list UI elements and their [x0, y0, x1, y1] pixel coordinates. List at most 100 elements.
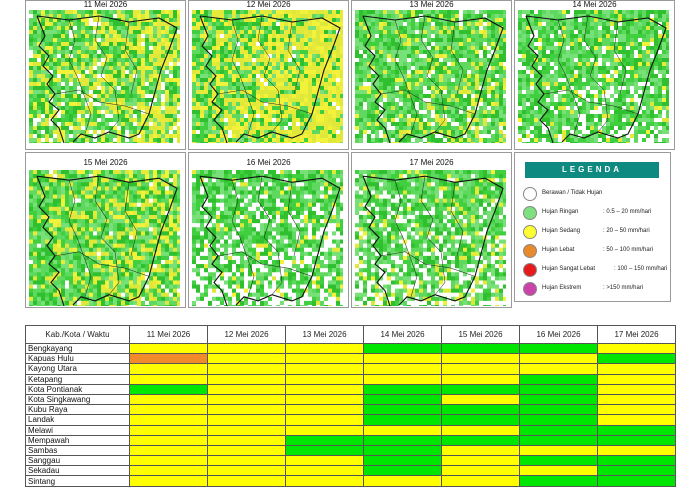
forecast-cell: [519, 363, 598, 375]
table-row: Bengkayang: [25, 342, 676, 355]
header-date: 15 Mei 2026: [441, 325, 520, 344]
forecast-cell: [285, 393, 364, 406]
map-panel-5: 15 Mei 2026: [25, 152, 186, 308]
forecast-cell: [441, 404, 520, 416]
legend-item-light-rain: Hujan Ringan : 0.5 – 20 mm/hari: [523, 206, 671, 220]
region-name: Kapuas Hulu: [25, 353, 130, 365]
table-row: Sekadau: [25, 465, 676, 477]
forecast-cell: [285, 414, 364, 426]
rainfall-map: [192, 10, 343, 143]
map-panel-6: 16 Mei 2026: [188, 152, 349, 308]
header-date: 11 Mei 2026: [129, 325, 208, 344]
forecast-cell: [363, 434, 442, 446]
forecast-cell: [597, 465, 676, 477]
legend-color-dot: [523, 225, 537, 239]
forecast-cell: [519, 393, 598, 406]
forecast-cell: [129, 424, 208, 436]
region-name: Sintang: [25, 475, 130, 487]
map-date-label: 12 Mei 2026: [246, 0, 291, 9]
rainfall-map: [518, 10, 669, 143]
table-header-row: Kab./Kota / Waktu 11 Mei 2026 12 Mei 202…: [25, 325, 676, 344]
forecast-cell: [129, 434, 208, 446]
legend-item-very-heavy-rain: Hujan Sangat Lebat : 100 – 150 mm/hari: [523, 263, 671, 277]
forecast-cell: [129, 475, 208, 487]
forecast-cell: [519, 353, 598, 365]
table-row: Kapuas Hulu: [25, 353, 676, 365]
header-date: 14 Mei 2026: [363, 325, 442, 344]
table-row: Sambas: [25, 444, 676, 457]
region-name: Melawi: [25, 424, 130, 436]
legend-item-extreme-rain: Hujan Ekstrem : >150 mm/hari: [523, 282, 671, 296]
legend-range: : 20 – 50 mm/hari: [603, 228, 650, 234]
forecast-cell: [363, 363, 442, 375]
forecast-cell: [519, 434, 598, 446]
forecast-cell: [207, 373, 286, 385]
legend-range: : 0.5 – 20 mm/hari: [603, 209, 652, 215]
forecast-cell: [363, 353, 442, 365]
forecast-table: Kab./Kota / Waktu 11 Mei 2026 12 Mei 202…: [25, 325, 676, 487]
forecast-cell: [597, 373, 676, 385]
forecast-cell: [129, 363, 208, 375]
region-name: Bengkayang: [25, 342, 130, 355]
forecast-cell: [597, 353, 676, 365]
legend-title: LEGENDA: [525, 162, 659, 178]
forecast-cell: [441, 363, 520, 375]
map-panel-1: 11 Mei 2026: [25, 0, 186, 150]
forecast-cell: [129, 393, 208, 406]
forecast-cell: [129, 444, 208, 457]
table-row: Landak: [25, 414, 676, 426]
forecast-cell: [285, 455, 364, 467]
forecast-cell: [207, 424, 286, 436]
forecast-cell: [363, 404, 442, 416]
forecast-cell: [363, 342, 442, 355]
forecast-table-wrap: Kab./Kota / Waktu 11 Mei 2026 12 Mei 202…: [25, 325, 676, 487]
forecast-cell: [129, 373, 208, 385]
header-region: Kab./Kota / Waktu: [25, 325, 130, 344]
forecast-cell: [519, 444, 598, 457]
header-date: 12 Mei 2026: [207, 325, 286, 344]
region-name: Ketapang: [25, 373, 130, 385]
forecast-cell: [207, 353, 286, 365]
forecast-cell: [597, 434, 676, 446]
forecast-cell: [597, 475, 676, 487]
rainfall-map: [29, 10, 180, 143]
map-date-label: 11 Mei 2026: [83, 0, 128, 9]
map-panel-7: 17 Mei 2026: [351, 152, 512, 308]
legend-color-dot: [523, 187, 537, 201]
map-date-label: 13 Mei 2026: [409, 0, 454, 9]
forecast-cell: [363, 465, 442, 477]
rainfall-map: [192, 170, 343, 306]
forecast-cell: [441, 393, 520, 406]
rainfall-map: [29, 170, 180, 306]
forecast-cell: [441, 444, 520, 457]
forecast-cell: [597, 393, 676, 406]
legend-item-moderate-rain: Hujan Sedang : 20 – 50 mm/hari: [523, 225, 671, 239]
forecast-cell: [441, 373, 520, 385]
legend: LEGENDA Berawan / Tidak Hujan Hujan Ring…: [514, 152, 671, 302]
forecast-cell: [441, 383, 520, 395]
forecast-cell: [207, 455, 286, 467]
forecast-cell: [207, 404, 286, 416]
legend-label: Hujan Ekstrem: [542, 285, 582, 291]
forecast-cell: [207, 363, 286, 375]
rainfall-map: [355, 10, 506, 143]
forecast-cell: [441, 342, 520, 355]
forecast-cell: [363, 424, 442, 436]
forecast-cell: [207, 434, 286, 446]
legend-label: Hujan Sangat Lebat: [542, 266, 596, 272]
forecast-cell: [441, 455, 520, 467]
forecast-cell: [597, 424, 676, 436]
forecast-cell: [207, 383, 286, 395]
forecast-cell: [363, 455, 442, 467]
header-date: 17 Mei 2026: [597, 325, 676, 344]
forecast-cell: [441, 475, 520, 487]
map-date-label: 15 Mei 2026: [83, 158, 128, 167]
map-panel-4: 14 Mei 2026: [514, 0, 675, 150]
region-name: Mempawah: [25, 434, 130, 446]
forecast-cell: [519, 455, 598, 467]
region-name: Kota Singkawang: [25, 393, 130, 406]
legend-color-dot: [523, 244, 537, 258]
forecast-cell: [597, 404, 676, 416]
forecast-cell: [519, 404, 598, 416]
forecast-cell: [285, 444, 364, 457]
